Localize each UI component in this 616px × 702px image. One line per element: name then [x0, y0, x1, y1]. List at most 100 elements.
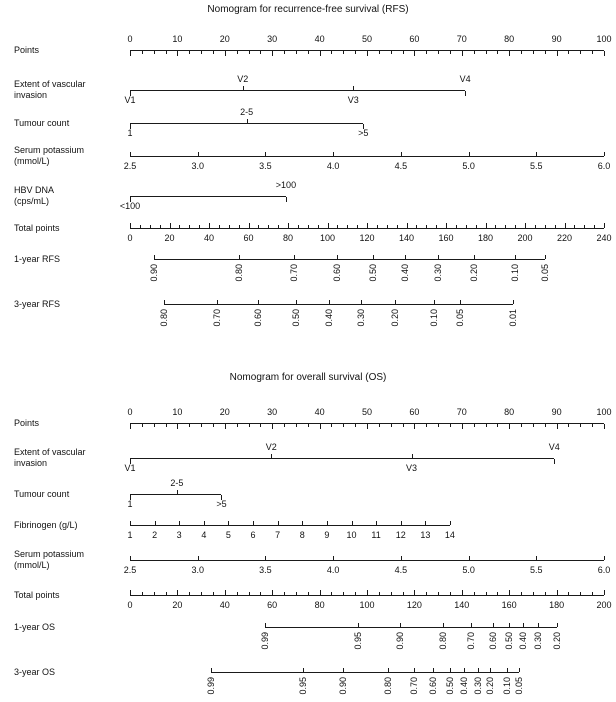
tick-mark [604, 424, 605, 429]
tick-mark [592, 51, 594, 54]
row-label-vascular-invasion: invasion [14, 90, 48, 100]
tick-label-rotated: 0.70 [288, 264, 299, 282]
tick-mark [351, 521, 353, 525]
tick-mark [471, 623, 473, 627]
tick-mark [189, 51, 191, 54]
tick-mark [378, 51, 380, 54]
tick-label: >5 [216, 499, 227, 509]
row-label-points: Points [14, 44, 40, 55]
tick-mark [319, 590, 321, 595]
tick-mark [465, 225, 467, 228]
tick-mark [564, 223, 566, 228]
tick-label: 3.5 [259, 161, 272, 171]
tick-label: V4 [459, 74, 471, 84]
tick-label: V2 [237, 74, 249, 84]
tick-label: 50 [361, 34, 373, 44]
tick-label-rotated: 0.30 [356, 309, 367, 327]
tick-label-rotated: 0.99 [205, 677, 216, 695]
tick-label: 0 [127, 34, 133, 44]
tick-mark [361, 300, 363, 304]
tick-label-rotated: 0.50 [504, 632, 515, 650]
tick-mark [574, 225, 576, 228]
tick-mark [201, 592, 203, 595]
tick-mark [426, 592, 428, 595]
tick-label: 120 [359, 233, 375, 243]
tick-mark [153, 592, 155, 595]
tick-mark [253, 521, 255, 525]
tick-label-rotated: 0.10 [501, 677, 512, 695]
tick-mark [228, 225, 230, 228]
tick-mark [449, 668, 451, 672]
tick-label: 160 [438, 233, 454, 243]
tick-label: 4.0 [326, 565, 340, 575]
axis-line-os-1yr [265, 627, 557, 628]
tick-mark [139, 225, 141, 228]
tick-mark [426, 225, 428, 228]
tick-mark [497, 424, 499, 427]
row-label-os-3yr: 3-year OS [14, 666, 56, 677]
tick-mark [248, 424, 250, 427]
row-label-points: Points [14, 417, 40, 428]
tick-label: 3.0 [191, 565, 204, 575]
tick-mark [580, 51, 582, 54]
tick-label: 10 [346, 530, 357, 540]
tick-mark [295, 300, 297, 304]
tick-label: 1 [127, 128, 133, 138]
tick-mark [130, 495, 131, 500]
tick-mark [209, 223, 210, 228]
tick-label-rotated: 0.40 [518, 632, 529, 650]
tick-mark [363, 124, 365, 129]
tick-mark [169, 223, 171, 228]
tick-label-rotated: 0.99 [260, 632, 271, 650]
tick-label: 0 [127, 407, 133, 417]
tick-label-rotated: 0.20 [485, 677, 496, 695]
tick-mark [242, 86, 244, 90]
tick-mark [130, 459, 131, 464]
tick-mark [246, 119, 248, 123]
tick-mark [343, 668, 345, 672]
tick-label: 80 [314, 600, 325, 610]
tick-mark [272, 424, 274, 429]
tick-mark [333, 556, 335, 560]
tick-mark [285, 197, 287, 202]
tick-mark [130, 124, 131, 129]
tick-mark [534, 225, 536, 228]
tick-label: 5 [225, 530, 231, 540]
tick-mark [400, 521, 402, 525]
tick-label: V3 [347, 95, 359, 105]
tick-mark [525, 223, 526, 228]
tick-mark [297, 225, 299, 228]
tick-label: 4.0 [326, 161, 340, 171]
row-label-serum-potassium: (mmol/L) [14, 560, 50, 570]
tick-mark [532, 592, 534, 595]
tick-mark [331, 424, 333, 427]
tick-mark [394, 300, 396, 304]
tick-mark [513, 300, 515, 304]
tick-mark [536, 152, 538, 156]
tick-mark [218, 225, 220, 228]
tick-mark [544, 424, 546, 427]
tick-mark [433, 668, 435, 672]
tick-label: 100 [319, 233, 336, 243]
tick-mark [521, 592, 523, 595]
row-label-tumour-count: Tumour count [14, 117, 70, 128]
axis-line-serum-potassium [130, 156, 604, 157]
tick-label: 5.0 [462, 565, 475, 575]
tick-mark [260, 592, 262, 595]
tick-label: 80 [504, 407, 515, 417]
tick-mark [307, 424, 309, 427]
tick-mark [426, 51, 428, 54]
tick-label: 90 [551, 34, 562, 44]
tick-label: 80 [504, 34, 515, 44]
tick-mark [485, 424, 487, 427]
tick-mark [509, 623, 511, 627]
tick-mark [604, 51, 605, 56]
tick-label-rotated: 0.80 [158, 309, 169, 327]
tick-mark [302, 521, 304, 525]
tick-label-rotated: 0.30 [532, 632, 543, 650]
tick-mark [153, 424, 155, 427]
tick-mark [390, 592, 392, 595]
tick-mark [177, 590, 179, 595]
tick-label: 13 [420, 530, 431, 540]
